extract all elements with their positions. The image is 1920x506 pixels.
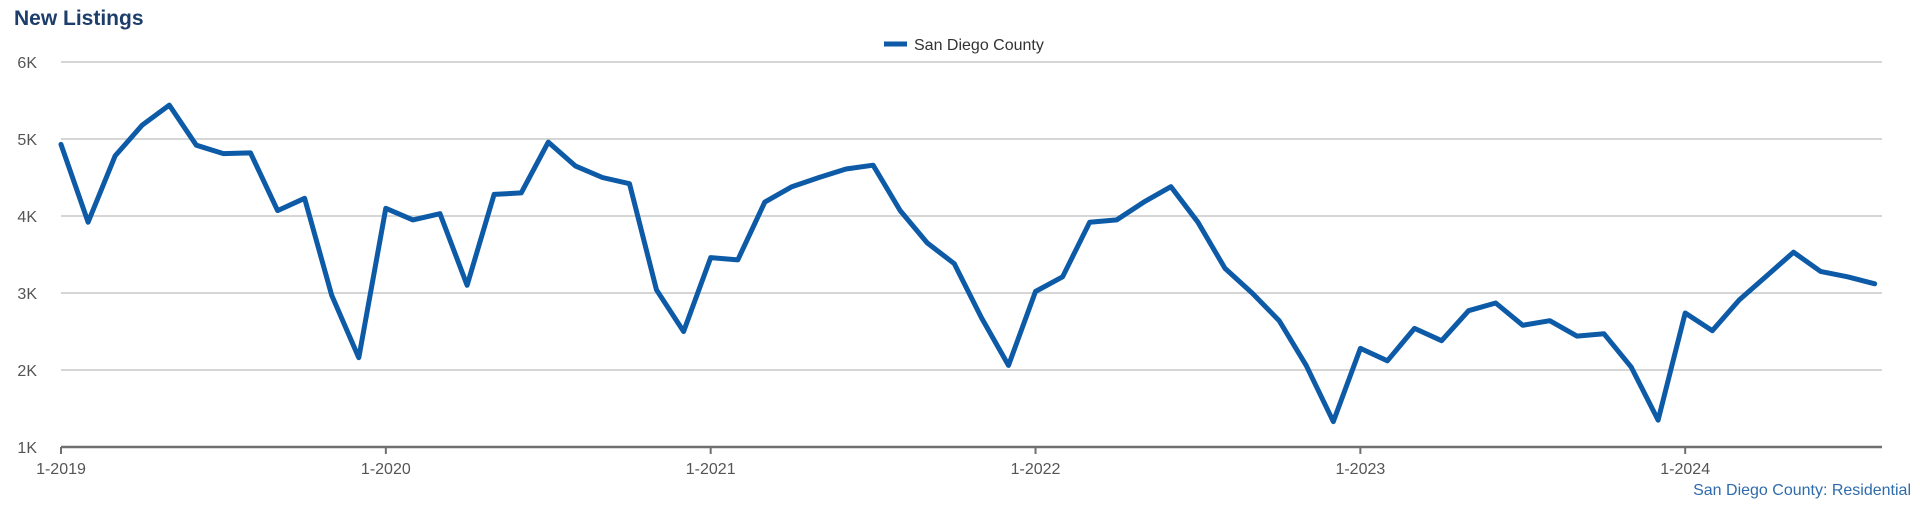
x-tick-label: 1-2024 xyxy=(1660,461,1710,478)
grid xyxy=(61,61,1882,371)
y-tick-label: 4K xyxy=(17,209,37,226)
y-tick-label: 1K xyxy=(17,440,37,457)
y-tick-label: 5K xyxy=(17,132,37,149)
y-tick-label: 2K xyxy=(17,363,37,380)
x-tick-label: 1-2023 xyxy=(1335,461,1385,478)
x-tick-label: 1-2019 xyxy=(36,461,86,478)
legend-label-san-diego-county: San Diego County xyxy=(914,37,1044,54)
series-line-san-diego-county xyxy=(58,102,1878,425)
x-tick-label: 1-2021 xyxy=(686,461,736,478)
y-tick-label: 3K xyxy=(17,286,37,303)
x-axis: 1-2019 1-2020 1-2021 1-2022 1-2023 1-2024 xyxy=(36,445,1882,478)
series-group xyxy=(58,102,1878,425)
chart-title: New Listings xyxy=(14,7,144,30)
source-label: San Diego County: Residential xyxy=(1693,482,1911,499)
legend: San Diego County xyxy=(884,37,1044,54)
x-tick-label: 1-2020 xyxy=(361,461,411,478)
y-axis-tick-labels: 1K 2K 3K 4K 5K 6K xyxy=(17,55,37,457)
y-tick-label: 6K xyxy=(17,55,37,72)
x-tick-label: 1-2022 xyxy=(1011,461,1061,478)
